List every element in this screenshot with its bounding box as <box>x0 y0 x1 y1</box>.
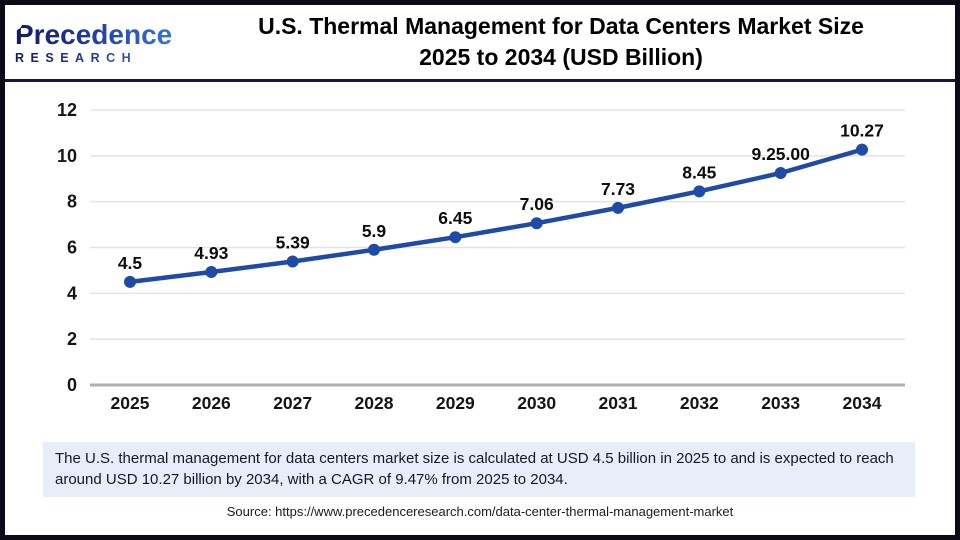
series-line <box>127 147 865 285</box>
x-tick-label: 2034 <box>843 393 882 413</box>
x-tick-label: 2030 <box>517 393 556 413</box>
x-tick-label: 2028 <box>355 393 394 413</box>
data-point-label: 4.5 <box>118 253 143 273</box>
data-point-marker <box>612 201 624 214</box>
y-tick-label: 12 <box>57 100 77 120</box>
chart-area: 0 2 4 6 8 10 12 2025 2026 2027 2028 2029 2030 2031 203… <box>5 82 955 440</box>
header-divider <box>5 79 955 82</box>
data-point-marker <box>693 185 706 198</box>
data-point-marker <box>368 243 380 256</box>
summary-box: The U.S. thermal management for data cen… <box>43 442 915 497</box>
x-tick-label: 2026 <box>192 393 231 413</box>
brand-logo: Precedence RESEARCH <box>5 19 175 65</box>
data-point-marker <box>774 167 787 180</box>
data-point-label: 7.06 <box>520 194 554 214</box>
y-tick-label: 0 <box>67 375 77 395</box>
brand-name: Precedence <box>15 19 175 50</box>
page-title: U.S. Thermal Management for Data Centers… <box>175 11 955 73</box>
data-point-label: 9.25.00 <box>751 144 810 164</box>
title-line-2: 2025 to 2034 (USD Billion) <box>419 44 703 70</box>
y-tick-label: 2 <box>67 329 77 349</box>
data-point-label: 6.45 <box>438 208 472 228</box>
data-point-marker <box>449 231 462 244</box>
data-point-marker <box>530 217 543 230</box>
data-point-label: 10.27 <box>840 121 884 141</box>
x-tick-label: 2032 <box>680 393 719 413</box>
x-tick-label: 2031 <box>599 393 638 413</box>
data-point-label: 8.45 <box>682 162 716 182</box>
market-size-line-chart: 0 2 4 6 8 10 12 2025 2026 2027 2028 2029 2030 2031 203… <box>57 100 905 413</box>
data-point-label: 4.93 <box>194 243 228 263</box>
x-tick-label: 2027 <box>273 393 312 413</box>
data-point-marker <box>286 255 299 268</box>
data-point-marker <box>124 275 136 288</box>
title-line-1: U.S. Thermal Management for Data Centers… <box>258 13 864 39</box>
x-tick-label: 2033 <box>761 393 800 413</box>
x-tick-label: 2029 <box>436 393 475 413</box>
header: Precedence RESEARCH U.S. Thermal Managem… <box>5 5 955 79</box>
data-point-marker <box>856 143 868 156</box>
y-tick-label: 6 <box>67 238 77 258</box>
data-point-label: 5.39 <box>276 232 310 252</box>
source-text: Source: https://www.precedenceresearch.c… <box>226 504 734 519</box>
y-tick-label: 10 <box>57 146 77 166</box>
y-tick-label: 4 <box>67 283 77 303</box>
summary-text: The U.S. thermal management for data cen… <box>55 450 894 488</box>
data-point-marker <box>205 266 218 279</box>
data-point-label: 7.73 <box>601 179 635 199</box>
brand-subtitle: RESEARCH <box>15 51 175 65</box>
x-tick-label: 2025 <box>111 393 150 413</box>
y-tick-label: 8 <box>67 192 77 212</box>
data-point-label: 5.9 <box>362 221 387 241</box>
